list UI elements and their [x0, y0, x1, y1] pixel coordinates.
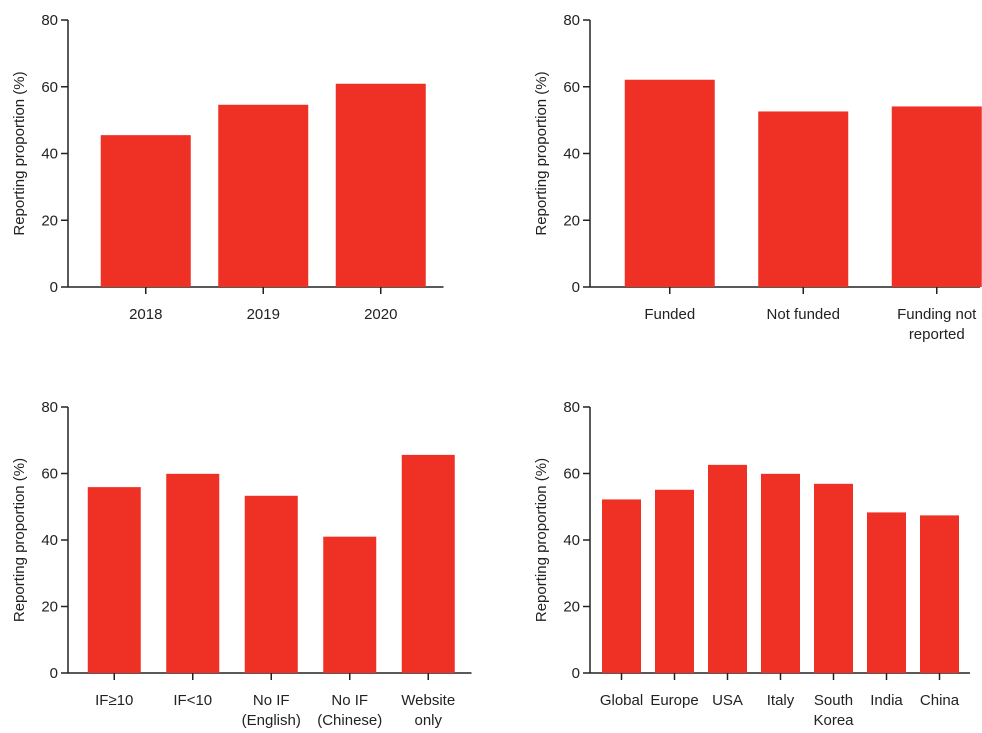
bar [758, 111, 849, 287]
bar [335, 83, 426, 287]
y-tick-label: 60 [41, 466, 58, 483]
chart-panel-2: 0 20 40 60 80 Reporting proportion (%) Funded N… [533, 12, 982, 343]
x-category-label: Italy [767, 692, 795, 709]
x-category-label: India [870, 692, 903, 709]
bar [401, 454, 455, 673]
x-category-label: Funding not reported [897, 306, 977, 343]
bar [891, 106, 982, 287]
y-tick-label: 80 [41, 12, 58, 29]
y-axis-label: Reporting proportion (%) [533, 71, 550, 235]
y-tick-label: 60 [563, 79, 580, 96]
x-category-label: China [920, 692, 960, 709]
y-tick-label: 20 [41, 212, 58, 229]
bar [867, 512, 906, 673]
bar [761, 473, 800, 673]
y-tick-label: 0 [572, 279, 580, 296]
y-tick-label: 0 [50, 279, 58, 296]
x-category-label: Funded [644, 306, 695, 323]
x-category-label: Global [600, 692, 643, 709]
x-category-label: USA [712, 692, 743, 709]
y-tick-label: 60 [563, 466, 580, 483]
y-axis-label: Reporting proportion (%) [11, 458, 28, 622]
x-category-label: 2018 [129, 306, 162, 323]
chart-panel-3: 0 20 40 60 80 Reporting proportion (%) IF≥10 IF… [11, 399, 472, 729]
bar [655, 489, 694, 673]
y-tick-label: 20 [563, 599, 580, 616]
y-tick-label: 40 [41, 146, 58, 163]
bar [218, 104, 309, 288]
x-category-label: IF≥10 [95, 692, 133, 709]
y-tick-label: 20 [563, 212, 580, 229]
y-tick-label: 0 [572, 665, 580, 682]
bar [602, 499, 641, 673]
bar [244, 495, 298, 673]
bar [166, 473, 220, 673]
bar [920, 515, 959, 673]
bar [624, 79, 715, 288]
chart-panel-1: 0 20 40 60 80 Reporting proportion (%) 2018 201… [11, 12, 444, 323]
x-category-label: South Korea [813, 692, 854, 729]
y-tick-label: 60 [41, 79, 58, 96]
bar [814, 483, 853, 673]
y-tick-label: 80 [563, 12, 580, 29]
y-tick-label: 80 [563, 399, 580, 416]
x-category-label: Website only [401, 692, 455, 729]
y-tick-label: 40 [563, 146, 580, 163]
chart-panel-4: 0 20 40 60 80 Reporting proportion (%) Global E… [533, 399, 970, 729]
y-axis-label: Reporting proportion (%) [533, 458, 550, 622]
x-category-label: No IF (Chinese) [317, 692, 382, 729]
x-category-label: 2020 [364, 306, 397, 323]
bar [708, 464, 747, 673]
y-tick-label: 80 [41, 399, 58, 416]
x-category-label: Not funded [767, 306, 840, 323]
x-category-label: IF<10 [173, 692, 212, 709]
y-tick-label: 0 [50, 665, 58, 682]
y-tick-label: 20 [41, 599, 58, 616]
x-category-label: Europe [650, 692, 698, 709]
y-axis-label: Reporting proportion (%) [11, 71, 28, 235]
y-tick-label: 40 [563, 532, 580, 549]
x-category-label: 2019 [247, 306, 280, 323]
bar [87, 487, 141, 673]
bar [100, 135, 191, 287]
y-tick-label: 40 [41, 532, 58, 549]
x-category-label: No IF (English) [242, 692, 301, 729]
bar [323, 536, 377, 673]
